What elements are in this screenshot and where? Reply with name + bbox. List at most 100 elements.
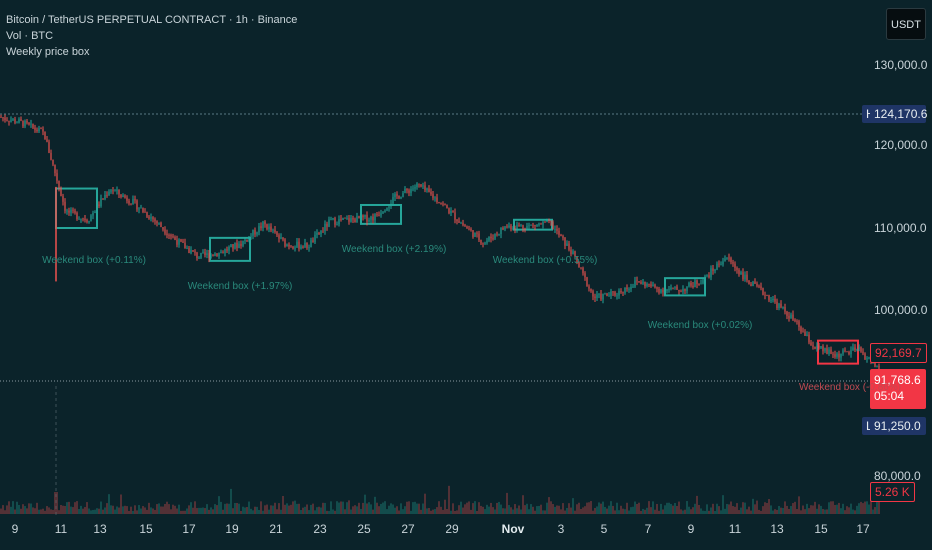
price-tick: 80,000.0: [874, 469, 921, 483]
candle-body: [676, 286, 678, 290]
volume-bar: [392, 504, 394, 514]
currency-button[interactable]: USDT: [886, 8, 926, 40]
candle-body: [720, 264, 722, 266]
volume-bar: [730, 501, 732, 514]
candle-body: [358, 216, 360, 219]
candle-body: [518, 224, 520, 227]
volume-bar: [844, 510, 846, 514]
volume-bar: [350, 509, 352, 514]
candle-body: [448, 208, 450, 214]
candle-body: [646, 283, 648, 287]
volume-bar: [822, 509, 824, 514]
weekend-box: [55, 187, 98, 230]
volume-bar: [558, 505, 560, 514]
candle-body: [488, 236, 490, 241]
volume-bar: [516, 508, 518, 514]
candle-body: [770, 299, 772, 301]
candle-body: [492, 238, 494, 240]
volume-bar: [168, 504, 170, 514]
candle-body: [554, 229, 556, 230]
volume-bar: [46, 506, 48, 514]
volume-bar: [870, 500, 872, 514]
candle-body: [32, 123, 34, 128]
volume-bar: [428, 507, 430, 514]
volume-bar: [552, 504, 554, 514]
candle-body: [128, 200, 130, 204]
candle-body: [472, 230, 474, 237]
volume-bar: [408, 501, 410, 514]
volume-bar: [36, 502, 38, 514]
candle-body: [530, 224, 532, 226]
candle-body: [318, 232, 320, 235]
time-tick: 9: [11, 522, 19, 536]
volume-bar: [98, 508, 100, 514]
candle-body: [116, 189, 118, 191]
volume-bar: [642, 508, 644, 514]
volume-bar: [330, 501, 332, 514]
bar-countdown: 05:04: [874, 389, 905, 403]
volume-bar: [654, 509, 656, 514]
volume-bar: [786, 505, 788, 514]
volume-legend[interactable]: Vol · BTC: [6, 30, 54, 42]
candle-body: [238, 243, 240, 248]
volume-bar: [210, 507, 212, 514]
volume-bar: [656, 503, 658, 514]
candle-body: [604, 293, 606, 295]
volume-bar: [498, 501, 500, 514]
volume-bar: [652, 501, 654, 514]
candle-body: [624, 287, 626, 293]
time-tick: 23: [313, 522, 327, 536]
volume-bar: [678, 501, 680, 514]
candle-body: [674, 286, 676, 288]
volume-bar: [84, 507, 86, 514]
volume-bar: [158, 503, 160, 514]
candle-body: [788, 315, 790, 319]
candle-body: [858, 347, 860, 350]
volume-bar: [114, 509, 116, 514]
candle-body: [284, 239, 286, 247]
candle-body: [188, 248, 190, 254]
candle-body: [526, 226, 528, 230]
volume-bar: [830, 501, 832, 514]
candle-body: [730, 258, 732, 263]
price-tick: 100,000.0: [874, 303, 928, 317]
indicator-legend[interactable]: Weekly price box: [6, 46, 90, 58]
volume-bar: [416, 503, 418, 514]
volume-bar: [212, 509, 214, 514]
candle-body: [436, 197, 438, 203]
volume-bar: [24, 506, 26, 514]
volume-bar: [124, 505, 126, 514]
volume-bar: [240, 510, 242, 514]
volume-bar: [828, 502, 830, 514]
candle-body: [718, 263, 720, 265]
candle-body: [756, 283, 758, 286]
candle-body: [414, 187, 416, 189]
candle-body: [576, 256, 578, 263]
candle-body: [378, 215, 380, 217]
candle-body: [496, 233, 498, 235]
volume-value-badge: 5.26 K: [870, 482, 915, 502]
volume-bar: [434, 509, 436, 514]
candle-body: [44, 131, 46, 140]
volume-bar: [698, 504, 700, 514]
volume-bar: [118, 507, 120, 514]
candle-body: [174, 236, 176, 240]
candle-body: [804, 331, 806, 336]
candle-body: [574, 251, 576, 257]
candle-body: [200, 252, 202, 258]
candle-body: [844, 350, 846, 352]
volume-bar: [308, 510, 310, 514]
volume-bar: [620, 505, 622, 514]
volume-bar: [384, 501, 386, 514]
candle-body: [190, 250, 192, 254]
candle-body: [822, 346, 824, 352]
candle-body: [498, 234, 500, 235]
volume-bar: [456, 510, 458, 514]
candle-body: [92, 213, 94, 216]
candle-body: [218, 252, 220, 257]
symbol-title[interactable]: Bitcoin / TetherUS PERPETUAL CONTRACT · …: [6, 14, 298, 26]
candle-body: [376, 214, 378, 216]
volume-bar: [48, 507, 50, 514]
candle-body: [230, 244, 232, 247]
